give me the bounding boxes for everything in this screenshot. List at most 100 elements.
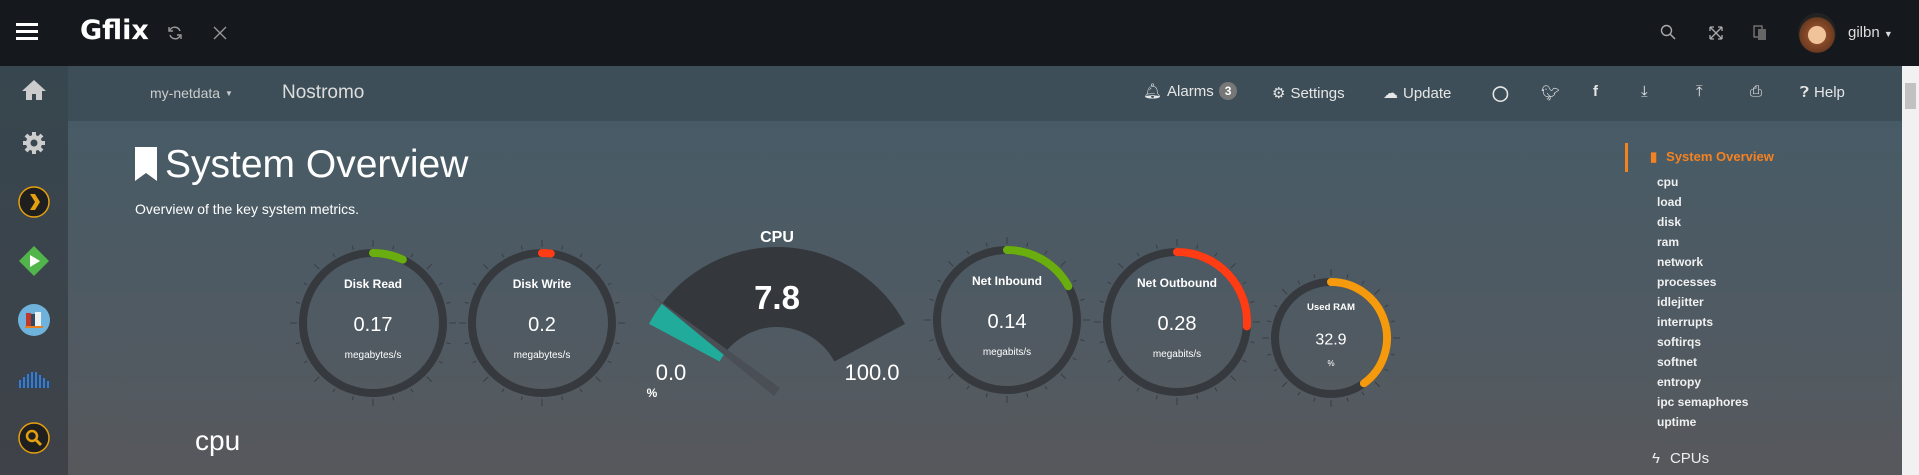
gauge-tick	[1117, 262, 1124, 269]
home-icon[interactable]	[18, 74, 50, 106]
facebook-icon[interactable]: f	[1593, 83, 1598, 100]
right-nav-item[interactable]: entropy	[1657, 375, 1702, 389]
right-nav-item[interactable]: uptime	[1657, 415, 1697, 429]
gauge-tick	[501, 253, 505, 258]
avatar[interactable]	[1798, 13, 1836, 53]
right-nav-item[interactable]: ram	[1657, 235, 1680, 249]
upload-icon[interactable]: ⤒	[1696, 83, 1703, 100]
print-icon[interactable]: ⎙	[1750, 83, 1763, 100]
close-icon[interactable]	[213, 26, 227, 40]
books-icon[interactable]	[18, 304, 50, 336]
gauge-tick	[1099, 341, 1104, 344]
translate-icon[interactable]	[1753, 25, 1767, 41]
gauge-tick	[1214, 252, 1218, 257]
right-nav-item[interactable]: idlejitter	[1657, 295, 1704, 309]
gauge-value: 32.9	[1315, 331, 1346, 348]
gauge-tick	[579, 388, 583, 393]
right-nav-item[interactable]: softirqs	[1657, 335, 1702, 349]
gauge-tick	[295, 301, 300, 304]
gauge-tick	[615, 342, 620, 345]
soundcloud-icon[interactable]	[18, 364, 50, 396]
gauge-tick	[1080, 298, 1085, 301]
update-label: Update	[1403, 84, 1452, 102]
settings-icon[interactable]	[18, 127, 50, 159]
help-button[interactable]: ❓︎ Help	[1800, 84, 1845, 101]
gauge-title: Used RAM	[1307, 302, 1355, 313]
gauge-tick	[392, 245, 395, 250]
gauge-tick	[1267, 320, 1272, 323]
search-icon[interactable]	[1660, 24, 1676, 40]
gauge-tick	[1026, 393, 1029, 398]
fullscreen-icon[interactable]	[1708, 25, 1724, 41]
gauge-tick	[1384, 304, 1389, 308]
gauge-tick	[1214, 387, 1218, 392]
plex-icon[interactable]	[18, 186, 50, 218]
right-nav-item[interactable]: disk	[1657, 215, 1682, 229]
cpu-gauge-background	[662, 246, 906, 362]
gauge-tick	[1384, 368, 1389, 372]
right-nav-active[interactable]: ▮ System Overview	[1650, 149, 1774, 165]
right-nav-item[interactable]: network	[1657, 255, 1704, 269]
right-nav-item[interactable]: processes	[1657, 275, 1717, 289]
gauge-tick	[303, 360, 308, 364]
gauge-value-arc	[1173, 248, 1251, 331]
gauge-tick	[1072, 279, 1077, 283]
caret-down-icon: ▼	[225, 88, 233, 98]
gauge-tick	[1313, 397, 1316, 402]
right-nav-active-label: System Overview	[1666, 149, 1774, 164]
gauge-tick	[985, 393, 988, 398]
right-nav-cpus[interactable]: ϟ CPUs	[1652, 450, 1709, 467]
gauge-tick	[937, 279, 942, 283]
gauge-tick	[351, 245, 354, 250]
search-app-icon[interactable]	[18, 422, 50, 454]
download-icon[interactable]: ⤓	[1641, 83, 1648, 100]
gauge-tick	[520, 396, 523, 401]
gauge-tick	[1361, 280, 1365, 285]
gauge-tick	[1196, 244, 1199, 249]
gauge-tick	[392, 396, 395, 401]
gauge-tick	[1346, 397, 1349, 402]
gauge-units: %	[1327, 359, 1334, 368]
gauge-tick	[332, 388, 336, 393]
gauge-tick	[561, 245, 564, 250]
menu-icon[interactable]	[16, 22, 38, 42]
section-heading-cpu: cpu	[195, 425, 241, 456]
right-nav-item[interactable]: load	[1657, 195, 1682, 209]
user-menu[interactable]: gilbn ▼	[1848, 24, 1893, 41]
gauge-tick	[1374, 288, 1381, 295]
right-nav-item[interactable]: softnet	[1657, 355, 1697, 369]
gauge-tick	[615, 301, 620, 304]
alarms-button[interactable]: 🔔︎ Alarms 3	[1143, 82, 1238, 100]
gauge-tick	[1230, 262, 1237, 269]
host-menu-label: my-netdata	[150, 85, 221, 101]
right-nav-item[interactable]: ipc semaphores	[1657, 395, 1749, 409]
settings-button[interactable]: ⚙ Settings	[1272, 84, 1345, 103]
gauge-tick	[1267, 353, 1272, 356]
gauge-title: Net Outbound	[1137, 276, 1217, 290]
right-nav-item[interactable]: interrupts	[1657, 315, 1714, 329]
host-menu[interactable]: my-netdata ▼	[150, 85, 233, 101]
gauge-tick	[1060, 260, 1067, 267]
gauge-tick	[313, 263, 320, 270]
gauge-tick	[472, 282, 477, 286]
scrollbar-thumb[interactable]	[1905, 83, 1916, 109]
gauge-tick	[1196, 395, 1199, 400]
right-nav-item[interactable]: cpu	[1657, 175, 1679, 189]
scrollbar[interactable]	[1902, 66, 1919, 475]
gauge-tick	[607, 282, 612, 286]
app-sidebar	[0, 66, 68, 475]
question-icon: ❓︎	[1800, 84, 1810, 101]
gauge-tick	[1155, 395, 1158, 400]
emby-icon[interactable]	[18, 245, 50, 277]
gauge-title: Net Inbound	[972, 274, 1042, 288]
gauge-tick	[1242, 281, 1247, 285]
bolt-icon: ϟ	[1652, 450, 1660, 467]
github-icon[interactable]: ◯	[1492, 85, 1509, 102]
twitter-icon[interactable]: 🐦︎	[1541, 85, 1561, 102]
gauge-tick	[1136, 387, 1140, 392]
app-title[interactable]: Gflix	[80, 15, 149, 46]
settings-label: Settings	[1290, 84, 1345, 102]
refresh-icon[interactable]	[167, 25, 183, 41]
update-button[interactable]: ☁ Update	[1383, 84, 1452, 103]
